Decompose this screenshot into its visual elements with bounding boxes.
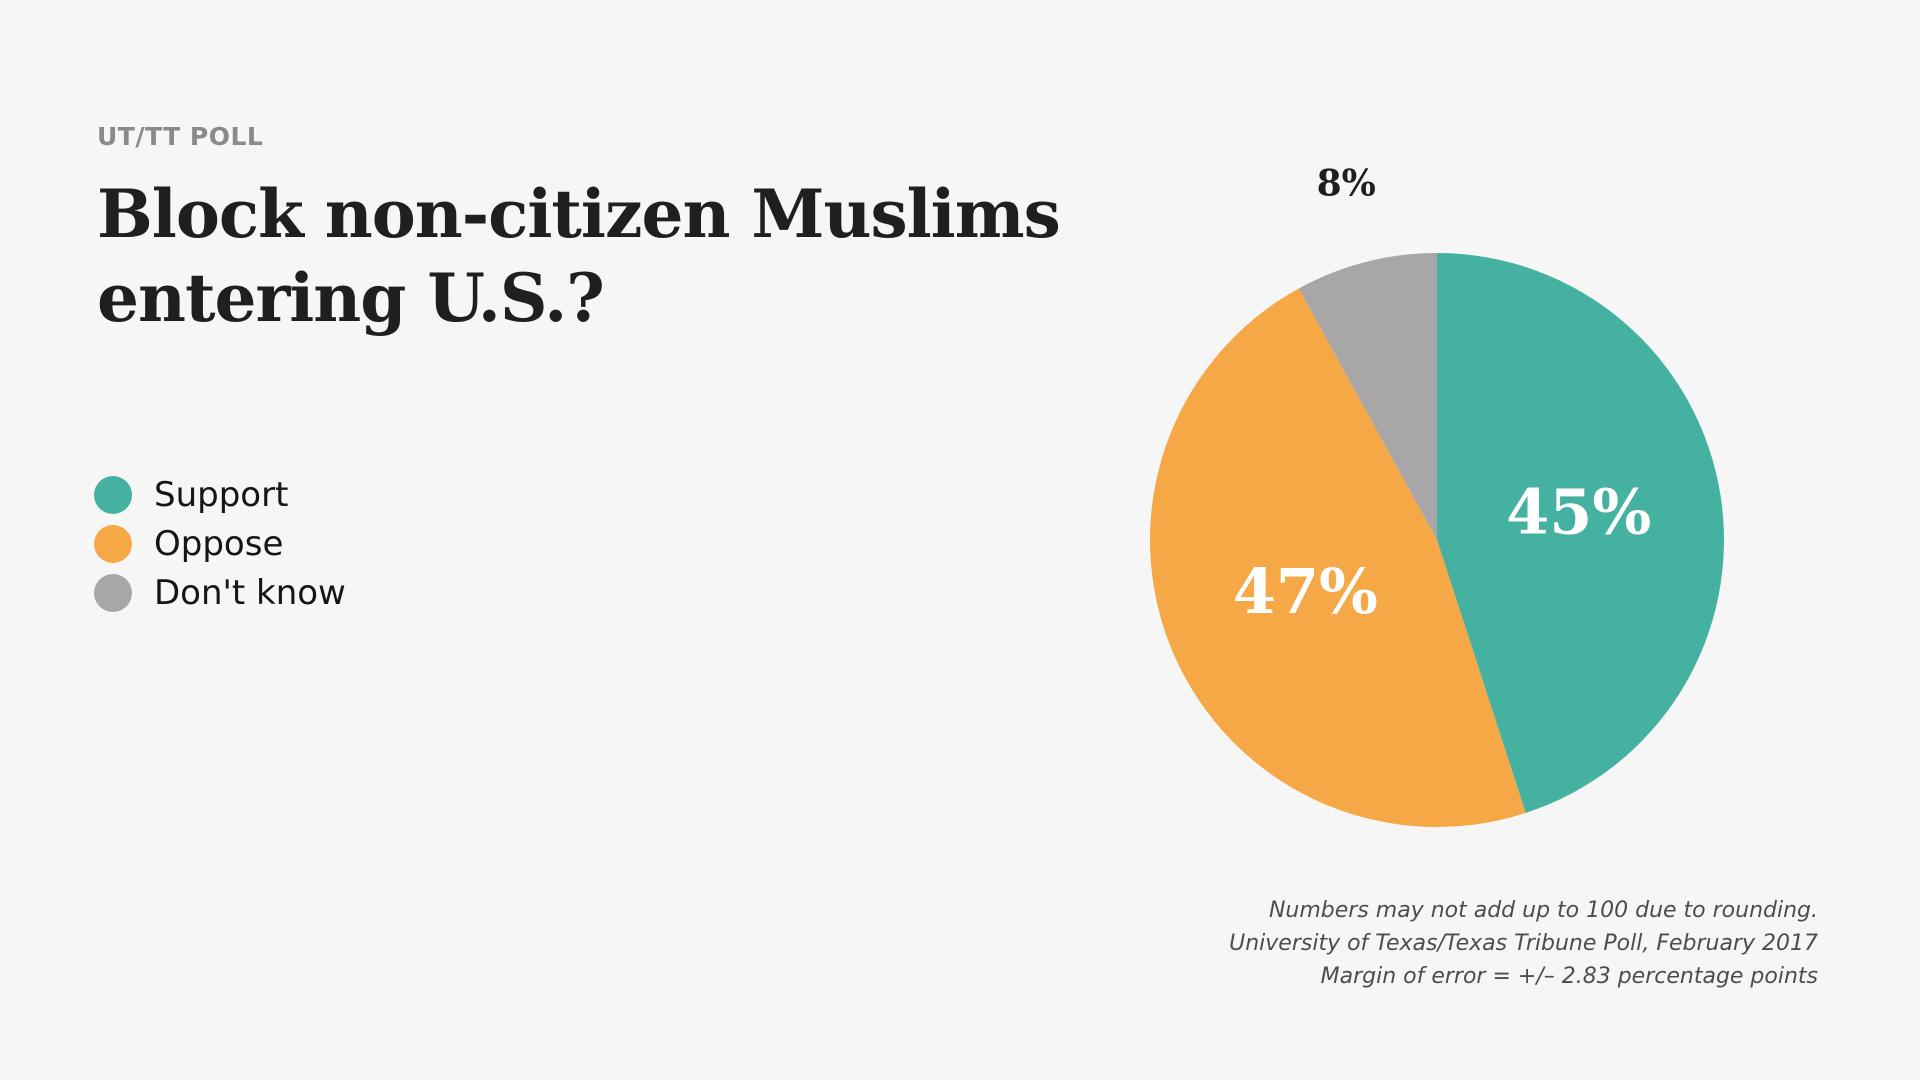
chart-title: Block non-citizen Muslims entering U.S.? (97, 175, 1061, 337)
footnote-margin-of-error: Margin of error = +/– 2.83 percentage po… (1320, 964, 1818, 989)
legend-item-oppose: Oppose (94, 519, 346, 568)
pie-label-dont-know: 8% (1317, 162, 1376, 204)
pie-label-support: 45% (1506, 476, 1651, 549)
legend: Support Oppose Don't know (94, 470, 346, 617)
legend-label-dont-know: Don't know (154, 572, 346, 613)
footnote-rounding: Numbers may not add up to 100 due to rou… (1268, 898, 1818, 923)
legend-item-support: Support (94, 470, 346, 519)
pie-slice-support (1437, 253, 1724, 813)
pie-label-oppose: 47% (1233, 555, 1378, 628)
pie-slice-dont-know (1298, 253, 1437, 540)
poll-kicker: UT/TT POLL (97, 122, 264, 151)
legend-swatch-dont-know (94, 573, 132, 612)
legend-label-support: Support (154, 474, 289, 515)
legend-label-oppose: Oppose (154, 523, 284, 564)
pie-slice-oppose (1150, 288, 1526, 828)
legend-swatch-support (94, 475, 132, 514)
legend-swatch-oppose (94, 524, 132, 563)
footnote-source: University of Texas/Texas Tribune Poll, … (1229, 931, 1818, 956)
footnote: Numbers may not add up to 100 due to rou… (1229, 894, 1818, 993)
legend-item-dont-know: Don't know (94, 568, 346, 617)
